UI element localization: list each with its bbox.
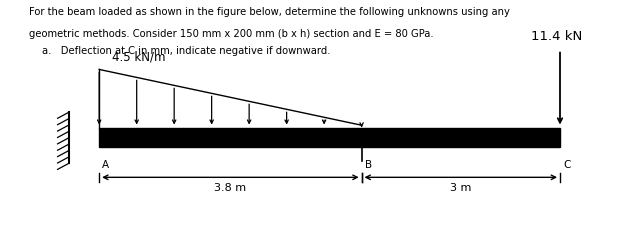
Text: 3 m: 3 m bbox=[450, 183, 472, 193]
Text: a.   Deflection at C in mm, indicate negative if downward.: a. Deflection at C in mm, indicate negat… bbox=[42, 46, 330, 56]
Bar bbox=[99, 128, 560, 147]
Text: C: C bbox=[563, 160, 571, 170]
Text: B: B bbox=[365, 160, 372, 170]
Text: A: A bbox=[102, 160, 109, 170]
Text: 4.5 kN/m: 4.5 kN/m bbox=[112, 50, 166, 63]
Text: geometric methods. Consider 150 mm x 200 mm (b x h) section and E = 80 GPa.: geometric methods. Consider 150 mm x 200… bbox=[29, 29, 433, 38]
Text: 3.8 m: 3.8 m bbox=[214, 183, 246, 193]
Text: For the beam loaded as shown in the figure below, determine the following unknow: For the beam loaded as shown in the figu… bbox=[29, 7, 509, 17]
Text: 11.4 kN: 11.4 kN bbox=[531, 30, 582, 43]
